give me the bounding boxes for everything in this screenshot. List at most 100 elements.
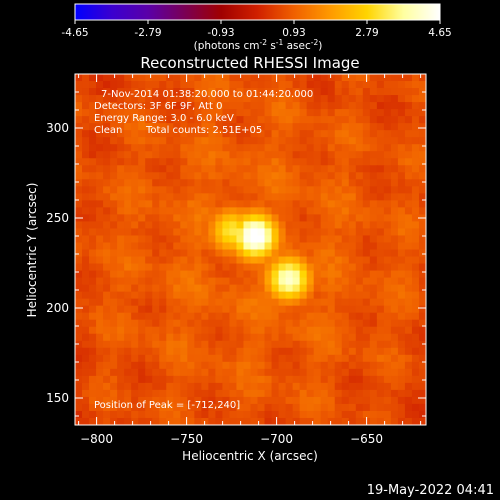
heatmap-cell <box>278 214 287 223</box>
heatmap-cell <box>236 81 245 89</box>
heatmap-cell <box>369 319 378 328</box>
heatmap-cell <box>264 158 273 166</box>
heatmap-cell <box>257 158 266 166</box>
heatmap-cell <box>299 179 308 187</box>
heatmap-cell <box>138 102 146 110</box>
heatmap-cell <box>285 158 294 166</box>
heatmap-cell <box>411 347 420 356</box>
heatmap-cell <box>110 340 118 349</box>
heatmap-cell <box>376 298 385 307</box>
heatmap-cell <box>236 277 245 286</box>
heatmap-cell <box>215 228 224 237</box>
heatmap-cell <box>355 186 364 194</box>
heatmap-cell <box>411 116 420 124</box>
heatmap-cell <box>159 256 167 265</box>
heatmap-cell <box>243 277 252 286</box>
heatmap-cell <box>250 333 259 342</box>
heatmap-cell <box>194 249 202 258</box>
heatmap-cell <box>187 144 195 152</box>
heatmap-cell <box>131 396 139 405</box>
heatmap-cell <box>404 256 413 265</box>
heatmap-cell <box>243 291 252 300</box>
heatmap-cell <box>426 404 434 412</box>
heatmap-cell <box>426 264 434 272</box>
heatmap-cell <box>285 123 294 131</box>
x-tick-label: −750 <box>170 432 203 446</box>
heatmap-cell <box>376 284 385 293</box>
heatmap-cell <box>362 137 371 145</box>
heatmap-cell <box>341 123 350 131</box>
heatmap-cell <box>383 403 392 412</box>
heatmap-cell <box>110 179 118 187</box>
heatmap-cell <box>250 312 259 321</box>
heatmap-cell <box>89 95 97 103</box>
heatmap-cell <box>173 333 181 342</box>
heatmap-cell <box>110 333 118 342</box>
heatmap-cell <box>117 165 125 173</box>
heatmap-cell <box>236 256 245 265</box>
heatmap-cell <box>236 144 245 152</box>
heatmap-cell <box>89 137 97 145</box>
heatmap-cell <box>426 271 434 279</box>
heatmap-cell <box>103 263 111 272</box>
heatmap-cell <box>369 396 378 405</box>
heatmap-cell <box>180 277 188 286</box>
heatmap-cell <box>236 291 245 300</box>
heatmap-cell <box>341 340 350 349</box>
heatmap-cell <box>355 298 364 307</box>
heatmap-cell <box>124 425 132 433</box>
heatmap-cell <box>397 228 406 237</box>
heatmap-cell <box>117 214 125 223</box>
colorbar-tick-label: -0.93 <box>207 27 234 39</box>
heatmap-cell <box>208 347 216 356</box>
heatmap-cell <box>110 410 118 419</box>
heatmap-cell <box>124 270 132 279</box>
heatmap-cell <box>306 298 315 307</box>
heatmap-cell <box>201 193 209 201</box>
heatmap-cell <box>418 109 426 117</box>
heatmap-cell <box>103 410 111 419</box>
heatmap-cell <box>229 368 238 377</box>
heatmap-cell <box>278 333 287 342</box>
heatmap-cell <box>208 88 216 96</box>
heatmap-cell <box>313 214 322 223</box>
heatmap-cell <box>271 102 280 110</box>
heatmap-cell <box>383 368 392 377</box>
heatmap-cell <box>376 403 385 412</box>
heatmap-cell <box>187 319 195 328</box>
heatmap-cell <box>75 410 83 419</box>
heatmap-cell <box>426 313 434 321</box>
heatmap-cell <box>138 312 146 321</box>
heatmap-cell <box>201 221 209 230</box>
heatmap-cell <box>145 263 153 272</box>
heatmap-cell <box>257 263 266 272</box>
heatmap-cell <box>390 340 399 349</box>
heatmap-cell <box>187 242 195 251</box>
heatmap-cell <box>426 306 434 314</box>
heatmap-cell <box>215 130 224 138</box>
heatmap-cell <box>173 410 181 419</box>
heatmap-cell <box>250 165 259 173</box>
heatmap-cell <box>166 81 174 89</box>
heatmap-cell <box>187 249 195 258</box>
heatmap-cell <box>145 249 153 258</box>
heatmap-cell <box>110 242 118 251</box>
heatmap-cell <box>222 263 231 272</box>
heatmap-cell <box>222 396 231 405</box>
heatmap-cell <box>131 123 139 131</box>
heatmap-cell <box>82 109 90 117</box>
heatmap-cell <box>299 256 308 265</box>
heatmap-cell <box>208 389 216 398</box>
heatmap-cell <box>257 116 266 124</box>
heatmap-cell <box>292 270 301 279</box>
heatmap-cell <box>229 389 238 398</box>
heatmap-cell <box>208 74 216 82</box>
heatmap-cell <box>166 389 174 398</box>
heatmap-cell <box>236 333 245 342</box>
heatmap-cell <box>110 144 118 152</box>
heatmap-cell <box>313 242 322 251</box>
heatmap-cell <box>250 221 259 230</box>
heatmap-cell <box>299 354 308 363</box>
heatmap-cell <box>404 354 413 363</box>
heatmap-cell <box>208 382 216 391</box>
